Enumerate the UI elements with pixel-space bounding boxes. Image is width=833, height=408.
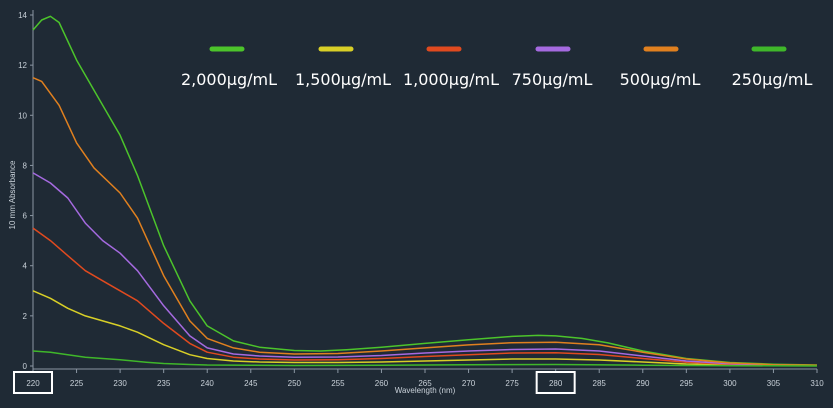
x-tick-label: 245 <box>244 379 258 388</box>
y-axis-title: 10 mm Absorbance <box>8 160 17 229</box>
x-tick-label: 300 <box>723 379 737 388</box>
x-tick-label: 235 <box>157 379 171 388</box>
legend-label-0: 2,000μg/mL <box>181 70 277 89</box>
y-tick-label: 0 <box>23 362 28 371</box>
legend-label-4: 500μg/mL <box>620 70 701 89</box>
x-tick-label: 240 <box>201 379 215 388</box>
x-tick-label: 270 <box>462 379 476 388</box>
series-line-1 <box>32 290 818 367</box>
x-tick-highlight-box <box>535 371 576 394</box>
x-tick-label: 290 <box>636 379 650 388</box>
legend: 2,000μg/mL 1,500μg/mL 1,000μg/mL 750μg/mL 50… <box>181 46 813 89</box>
x-tick-highlight-box <box>13 371 53 394</box>
y-tick-label: 14 <box>18 11 27 20</box>
y-tick-label: 8 <box>23 161 28 170</box>
series-line-3 <box>32 172 818 367</box>
y-tick-label: 2 <box>23 312 28 321</box>
x-tick-label: 225 <box>70 379 84 388</box>
series-line-5 <box>32 350 818 367</box>
x-tick-label: 295 <box>680 379 694 388</box>
x-tick-label: 220 <box>26 379 40 388</box>
series-line-2 <box>32 227 818 367</box>
series-line-4 <box>32 77 818 366</box>
x-tick-label: 280 <box>549 379 563 388</box>
legend-label-5: 250μg/mL <box>732 70 813 89</box>
x-tick-label: 275 <box>505 379 519 388</box>
x-tick-label: 305 <box>767 379 781 388</box>
axes: 0 2 4 6 8 10 12 14 220 225 230 235 240 245 250 255 260 26… <box>13 10 824 394</box>
x-tick-label: 310 <box>810 379 824 388</box>
y-tick-label: 10 <box>18 111 27 120</box>
y-tick-label: 12 <box>18 61 27 70</box>
legend-label-3: 750μg/mL <box>512 70 593 89</box>
x-axis-title: Wavelength (nm) <box>395 386 456 395</box>
x-tick-label: 265 <box>418 379 432 388</box>
x-tick-label: 255 <box>331 379 345 388</box>
y-tick-label: 6 <box>23 212 28 221</box>
legend-label-2: 1,000μg/mL <box>403 70 499 89</box>
series-layer <box>32 15 818 367</box>
legend-label-1: 1,500μg/mL <box>295 70 391 89</box>
x-tick-label: 250 <box>288 379 302 388</box>
x-tick-label: 230 <box>113 379 127 388</box>
x-tick-label: 285 <box>593 379 607 388</box>
y-tick-label: 4 <box>23 262 28 271</box>
series-line-0 <box>32 15 818 366</box>
x-tick-label: 260 <box>375 379 389 388</box>
